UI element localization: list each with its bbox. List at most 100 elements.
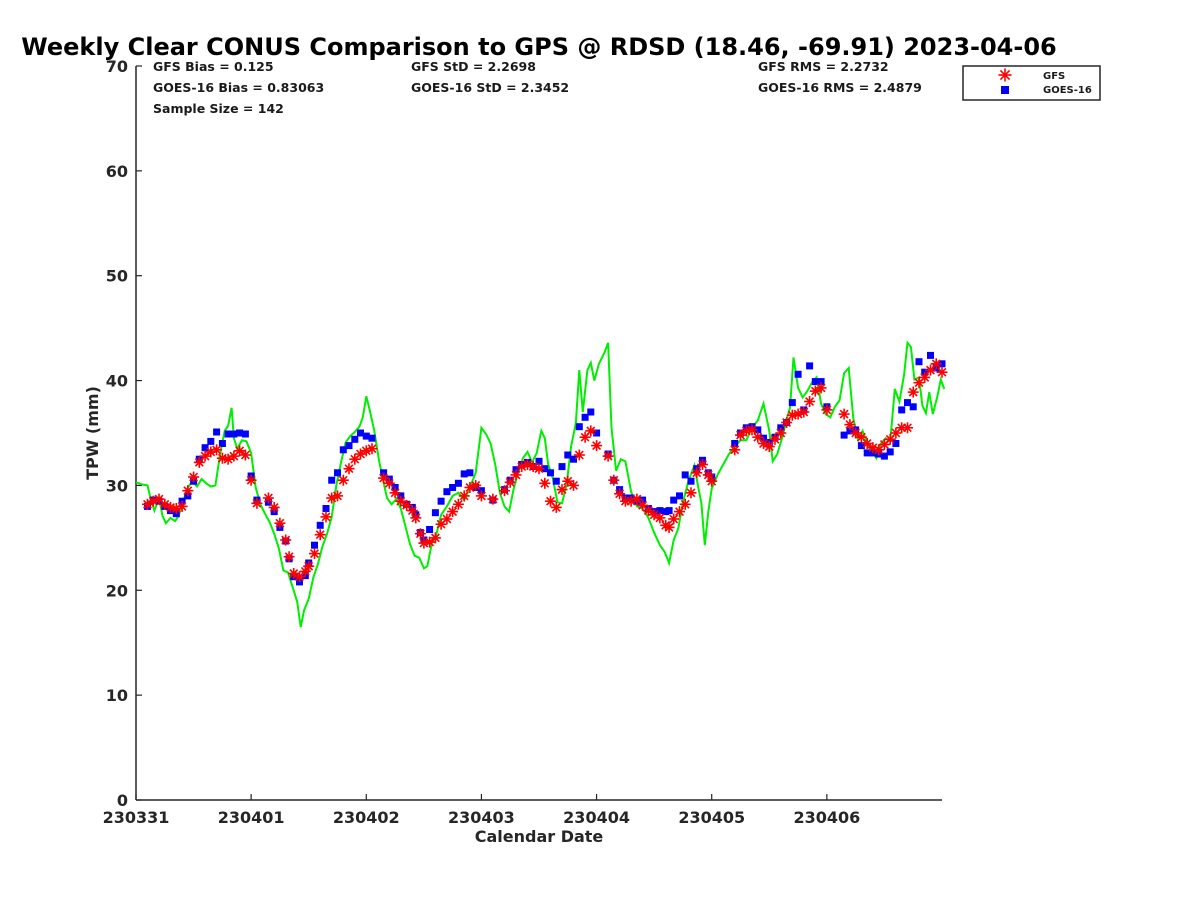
gfs-point (697, 459, 708, 470)
goes-16-point (570, 455, 577, 463)
gfs-point (504, 476, 516, 488)
gfs-point (763, 441, 775, 453)
gfs-point (314, 529, 326, 541)
goes-16-point (670, 496, 678, 504)
gfs-point (309, 548, 320, 560)
y-tick-label: 30 (106, 476, 128, 495)
goes-16-point (811, 378, 819, 386)
legend-goes-marker (1001, 86, 1009, 94)
x-tick-label: 230405 (678, 808, 745, 827)
goes-16-point (357, 429, 364, 437)
gfs-point (395, 495, 407, 507)
gfs-point (579, 431, 591, 443)
goes-16-point (892, 440, 900, 447)
gfs-point (663, 521, 675, 533)
gfs-point (654, 512, 666, 524)
goes-16-point (656, 507, 664, 515)
goes-16-point (846, 427, 854, 435)
gfs-point (239, 449, 251, 461)
gfs-point (429, 532, 441, 544)
goes-16-point (362, 432, 370, 440)
goes-16-point (886, 448, 894, 456)
goes-16-point (535, 457, 543, 465)
goes-16-point (368, 434, 376, 442)
gfs-point (674, 506, 685, 518)
gfs-point (752, 431, 764, 443)
gfs-point (545, 495, 556, 507)
x-tick-label: 230406 (793, 808, 860, 827)
gfs-point (320, 511, 332, 523)
legend-gfs-asterisk (998, 68, 1012, 82)
gfs-point (591, 440, 603, 452)
goes-16-point (687, 477, 695, 485)
goes-std-stat: GOES-16 StD = 2.3452 (411, 80, 569, 95)
gfs-point (850, 427, 862, 439)
gfs-point (499, 485, 510, 497)
goes-16-point (207, 437, 215, 445)
goes-16-point (938, 360, 946, 368)
gfs-point (274, 517, 286, 529)
goes-16-point (328, 476, 336, 484)
goes-16-point (927, 351, 934, 359)
gfs-point (487, 493, 499, 505)
goes-16-point (316, 521, 324, 529)
goes-16-point (863, 449, 871, 457)
goes-16-series (144, 351, 946, 586)
legend-gfs-marker (998, 68, 1012, 82)
gfs-bias-stat: GFS Bias = 0.125 (153, 59, 274, 74)
goes-16-point (218, 440, 226, 447)
y-tick-label: 0 (117, 791, 128, 810)
gfs-point (568, 479, 579, 491)
goes-16-point (904, 399, 911, 407)
x-tick-group: 230331 230401 230402 230403 230404 230405 2304… (103, 794, 860, 827)
goes-16-point (857, 442, 865, 450)
goes-16-point (460, 470, 468, 478)
gfs-point (268, 501, 280, 513)
y-tick-label: 20 (106, 581, 128, 600)
x-tick-label: 230401 (218, 808, 285, 827)
gfs-point (343, 463, 355, 475)
goes-16-point (817, 378, 825, 386)
goes-16-point (437, 497, 445, 505)
goes-16-point (547, 469, 554, 477)
gfs-point (533, 463, 545, 475)
gfs-point (510, 469, 522, 481)
goes-16-point (541, 465, 549, 473)
x-tick-label: 230331 (103, 808, 170, 827)
y-tick-label: 50 (106, 267, 128, 286)
y-tick-label: 60 (106, 162, 128, 181)
y-tick-group: 0 10 20 30 40 50 60 70 (106, 57, 142, 810)
gfs-point (919, 371, 931, 383)
legend-goes-label: GOES-16 (1043, 85, 1092, 96)
gfs-point (470, 479, 482, 491)
gfs-point (299, 565, 311, 577)
gfs-point (245, 474, 257, 486)
gfs-point (283, 551, 295, 563)
gfs-point (389, 487, 401, 499)
gfs-point (729, 444, 741, 456)
goes-16-point (449, 484, 457, 491)
gfs-point (907, 386, 919, 398)
gfs-point (188, 471, 200, 483)
goes-16-point (788, 399, 796, 407)
goes-16-point (806, 362, 814, 370)
gfs-point (182, 485, 194, 497)
gfs-point (608, 474, 620, 486)
gfs-point (642, 505, 654, 517)
gfs-point (383, 477, 395, 489)
x-tick-label: 230402 (333, 808, 400, 827)
gfs-point (936, 366, 948, 378)
goes-16-point (224, 430, 232, 438)
sample-size-stat: Sample Size = 142 (153, 101, 284, 116)
gfs-point (679, 498, 691, 510)
goes-16-point (898, 406, 906, 414)
gfs-point (861, 438, 873, 449)
goes-bias-stat: GOES-16 Bias = 0.83063 (153, 80, 324, 95)
goes-16-point (345, 442, 353, 450)
gfs-point (902, 422, 913, 434)
gfs-point (890, 427, 902, 439)
gfs-series (142, 358, 948, 583)
gfs-point (735, 429, 746, 441)
goes-16-point (351, 435, 359, 443)
goes-16-point (443, 488, 451, 496)
